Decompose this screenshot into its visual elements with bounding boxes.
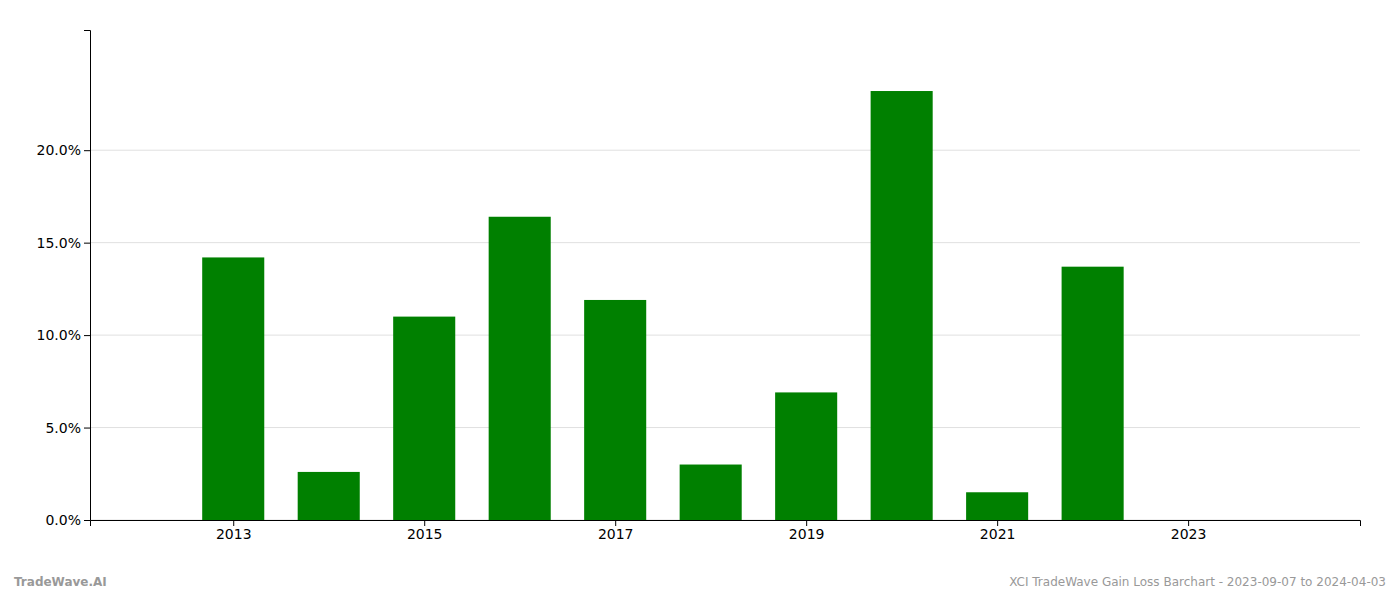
grid-line [90, 427, 1360, 428]
x-tick-label: 2023 [1171, 526, 1207, 542]
x-tick: 2021 [980, 520, 1016, 542]
grid-line [90, 242, 1360, 243]
x-tick: 2013 [216, 520, 252, 542]
bar [871, 91, 933, 520]
footer-left: TradeWave.AI [14, 575, 107, 589]
bar [489, 217, 551, 520]
x-tick-label: 2021 [980, 526, 1016, 542]
footer-right: XCI TradeWave Gain Loss Barchart - 2023-… [1009, 575, 1386, 589]
bar [393, 317, 455, 520]
x-tick-label: 2015 [407, 526, 443, 542]
y-tick-mark [84, 520, 90, 521]
plot: 0.0%5.0%10.0%15.0%20.0%20132015201720192… [37, 31, 1361, 542]
footer: TradeWave.AI XCI TradeWave Gain Loss Barc… [14, 575, 1386, 589]
y-tick: 10.0% [37, 327, 90, 343]
grid [90, 150, 1360, 520]
x-tick: 2019 [789, 520, 825, 542]
bar [1062, 267, 1124, 520]
y-tick-label: 0.0% [45, 512, 81, 528]
bar [1157, 520, 1219, 521]
y-tick-mark [84, 428, 90, 429]
x-tick: 2017 [598, 520, 634, 542]
y-tick-label: 20.0% [37, 142, 81, 158]
x-tick-label: 2017 [598, 526, 634, 542]
x-tick-label: 2019 [789, 526, 825, 542]
y-tick-mark [84, 335, 90, 336]
y-axis: 0.0% 5.0% 10.0% 15.0% 20.0% [37, 31, 91, 528]
y-tick: 0.0% [45, 512, 90, 528]
y-tick-label: 5.0% [45, 420, 81, 436]
y-axis-line [84, 31, 91, 521]
bar [298, 472, 360, 520]
y-tick: 5.0% [45, 420, 90, 436]
x-tick: 2015 [407, 520, 443, 542]
bar [202, 257, 264, 520]
x-axis: 2013 2015 2017 2019 2021 2023 [91, 520, 1361, 542]
y-tick-mark [84, 150, 90, 151]
y-tick-label: 10.0% [37, 327, 81, 343]
y-tick-label: 15.0% [37, 235, 81, 251]
bar [775, 392, 837, 520]
grid-line [90, 150, 1360, 151]
bar [584, 300, 646, 520]
bars [202, 91, 1123, 520]
bar [966, 492, 1028, 520]
bar [680, 465, 742, 520]
x-tick: 2023 [1171, 520, 1207, 542]
y-tick: 20.0% [37, 142, 90, 158]
y-tick: 15.0% [37, 235, 90, 251]
y-tick-mark [84, 243, 90, 244]
grid-line [90, 335, 1360, 336]
chart: 0.0%5.0%10.0%15.0%20.0%20132015201720192… [0, 0, 1400, 600]
x-tick-label: 2013 [216, 526, 252, 542]
